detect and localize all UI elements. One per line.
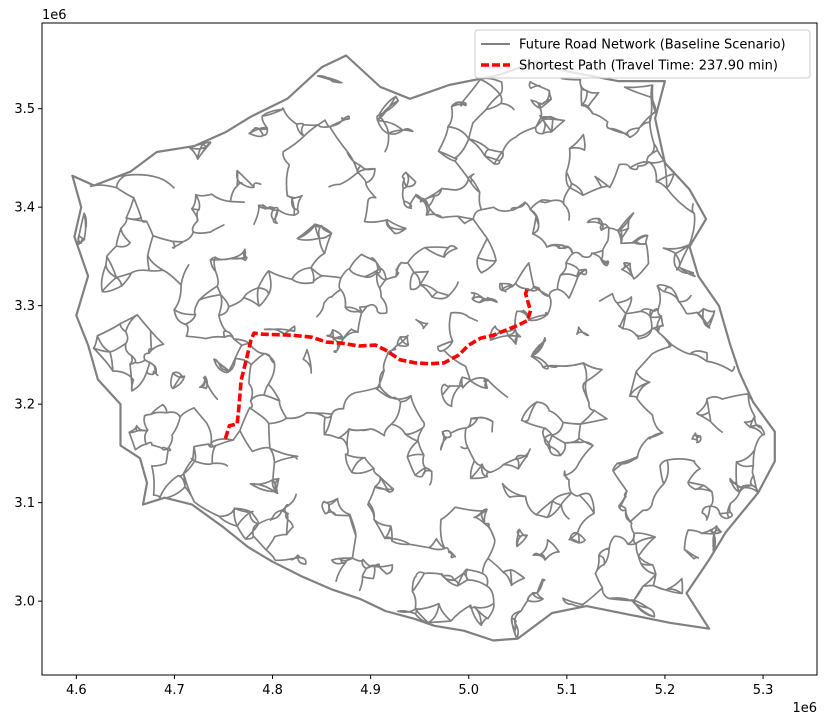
- plot-frame: [41, 22, 818, 676]
- shortest-path-line: [223, 287, 533, 440]
- road-network-boundary: [71, 54, 776, 642]
- x-offset-label: 1e6: [792, 701, 817, 716]
- road-network-layer: [71, 54, 776, 642]
- shortest-path-layer: [223, 287, 533, 440]
- x-tick-label: 4.6: [66, 683, 87, 698]
- x-axis: 4.6 4.7 4.8 4.9 5.0 5.1 5.2 5.3: [66, 675, 773, 698]
- road-network-lines: [76, 74, 766, 639]
- y-tick-label: 3.5: [14, 102, 35, 117]
- y-tick-label: 3.2: [14, 398, 35, 413]
- plot-area: [71, 54, 776, 642]
- x-tick-label: 5.2: [655, 683, 676, 698]
- x-tick-label: 5.1: [556, 683, 577, 698]
- legend-label-shortest-path: Shortest Path (Travel Time: 237.90 min): [519, 59, 778, 74]
- legend: Future Road Network (Baseline Scenario) …: [474, 29, 811, 79]
- road-segments: [76, 74, 766, 639]
- y-axis: 3.0 3.1 3.2 3.3 3.4 3.5: [14, 102, 42, 610]
- x-tick-label: 5.0: [458, 683, 479, 698]
- x-tick-label: 5.3: [753, 683, 774, 698]
- x-tick-label: 4.8: [262, 683, 283, 698]
- x-tick-label: 4.9: [360, 683, 381, 698]
- y-offset-label: 1e6: [42, 8, 67, 23]
- y-tick-label: 3.3: [14, 299, 35, 314]
- y-tick-label: 3.1: [14, 496, 35, 511]
- legend-box: [474, 29, 811, 79]
- x-tick-label: 4.7: [164, 683, 185, 698]
- y-tick-label: 3.4: [14, 201, 35, 216]
- legend-label-road-network: Future Road Network (Baseline Scenario): [519, 38, 786, 53]
- y-tick-label: 3.0: [14, 595, 35, 610]
